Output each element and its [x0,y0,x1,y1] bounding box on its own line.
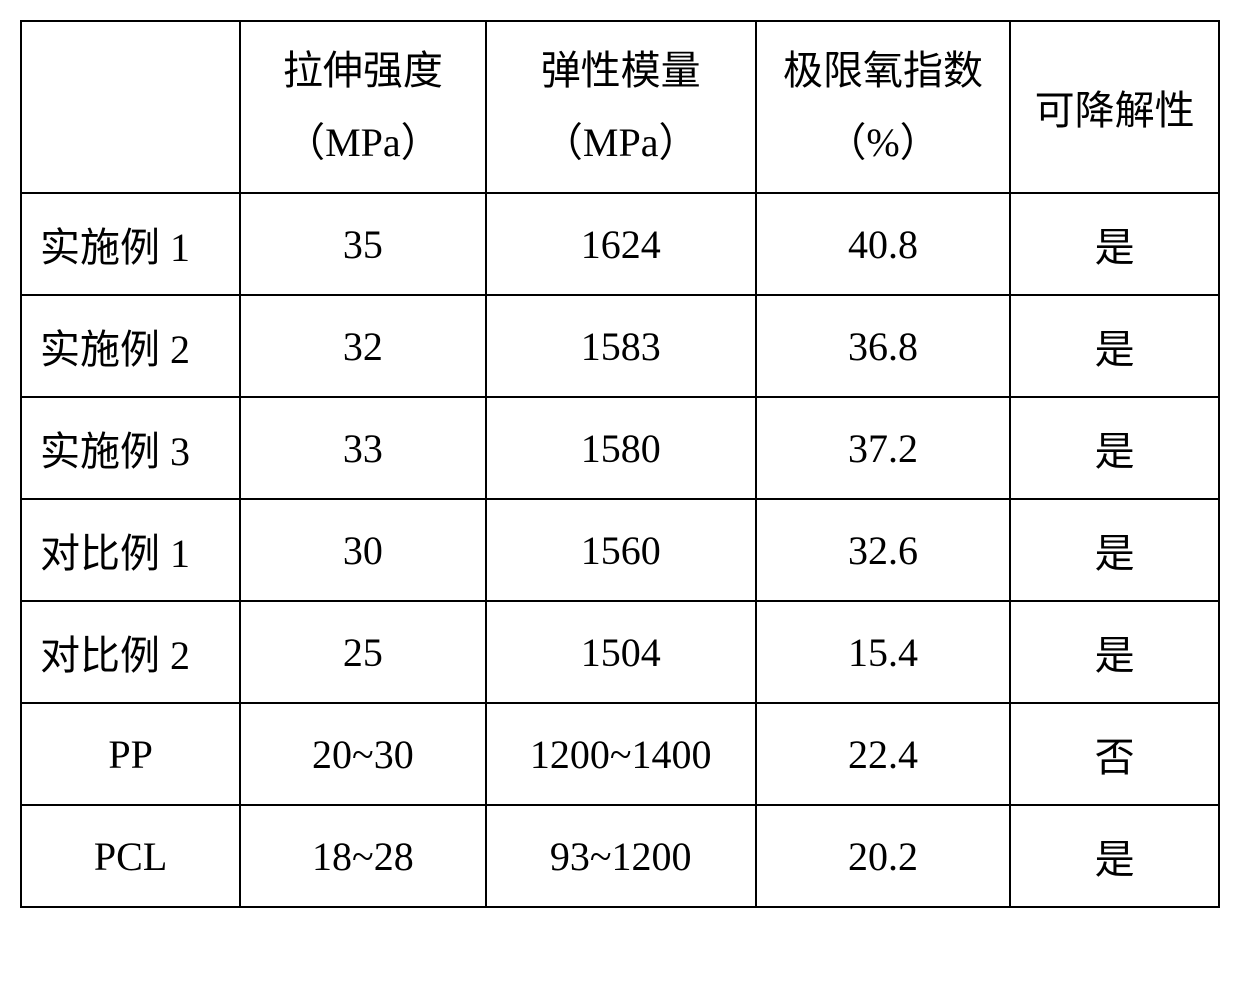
table-row: 实施例 2 32 1583 36.8 是 [21,295,1219,397]
row-name: 对比例 2 [21,601,240,703]
cell-modulus: 1580 [486,397,756,499]
cell-degradable: 是 [1010,193,1219,295]
table-row: PP 20~30 1200~1400 22.4 否 [21,703,1219,805]
cell-tensile: 35 [240,193,485,295]
cell-degradable: 是 [1010,805,1219,907]
header-unit: （MPa） [241,107,484,179]
row-name: 实施例 1 [21,193,240,295]
row-name: 实施例 3 [21,397,240,499]
cell-modulus: 1200~1400 [486,703,756,805]
header-degradability: 可降解性 [1010,21,1219,193]
table-row: 实施例 1 35 1624 40.8 是 [21,193,1219,295]
cell-degradable: 是 [1010,499,1219,601]
cell-oxygen: 32.6 [756,499,1010,601]
header-oxygen-index: 极限氧指数 （%） [756,21,1010,193]
header-label: 极限氧指数 [783,48,983,93]
cell-tensile: 25 [240,601,485,703]
cell-modulus: 93~1200 [486,805,756,907]
cell-oxygen: 37.2 [756,397,1010,499]
cell-degradable: 否 [1010,703,1219,805]
cell-modulus: 1504 [486,601,756,703]
cell-modulus: 1583 [486,295,756,397]
cell-tensile: 18~28 [240,805,485,907]
cell-oxygen: 20.2 [756,805,1010,907]
data-table: 拉伸强度 （MPa） 弹性模量 （MPa） 极限氧指数 （%） 可降解性 实施例… [20,20,1220,908]
table-row: PCL 18~28 93~1200 20.2 是 [21,805,1219,907]
cell-tensile: 30 [240,499,485,601]
table-header-row: 拉伸强度 （MPa） 弹性模量 （MPa） 极限氧指数 （%） 可降解性 [21,21,1219,193]
row-name: 实施例 2 [21,295,240,397]
row-name: PCL [21,805,240,907]
header-elastic-modulus: 弹性模量 （MPa） [486,21,756,193]
cell-oxygen: 40.8 [756,193,1010,295]
header-tensile-strength: 拉伸强度 （MPa） [240,21,485,193]
cell-oxygen: 22.4 [756,703,1010,805]
table-row: 实施例 3 33 1580 37.2 是 [21,397,1219,499]
cell-degradable: 是 [1010,397,1219,499]
cell-degradable: 是 [1010,295,1219,397]
cell-modulus: 1560 [486,499,756,601]
header-label: 拉伸强度 [283,48,443,93]
cell-degradable: 是 [1010,601,1219,703]
table-body: 实施例 1 35 1624 40.8 是 实施例 2 32 1583 36.8 … [21,193,1219,907]
row-name: 对比例 1 [21,499,240,601]
cell-tensile: 32 [240,295,485,397]
row-name: PP [21,703,240,805]
cell-modulus: 1624 [486,193,756,295]
header-empty [21,21,240,193]
header-label: 可降解性 [1035,88,1195,133]
table-row: 对比例 1 30 1560 32.6 是 [21,499,1219,601]
cell-oxygen: 15.4 [756,601,1010,703]
header-unit: （MPa） [487,107,755,179]
cell-tensile: 20~30 [240,703,485,805]
header-unit: （%） [757,107,1009,179]
header-label: 弹性模量 [541,48,701,93]
table-row: 对比例 2 25 1504 15.4 是 [21,601,1219,703]
cell-oxygen: 36.8 [756,295,1010,397]
cell-tensile: 33 [240,397,485,499]
